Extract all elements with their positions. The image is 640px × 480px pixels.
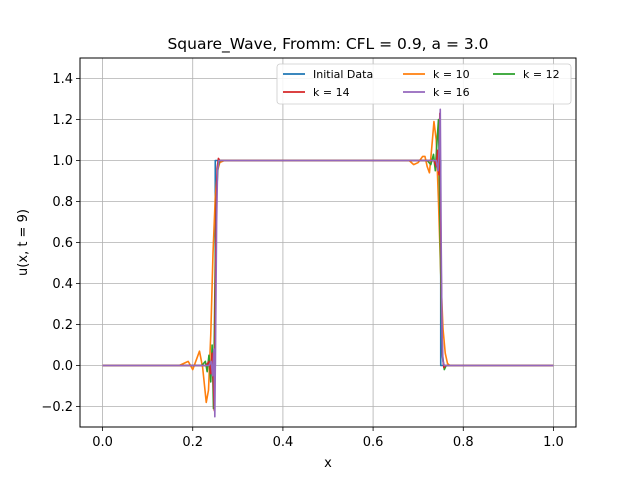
x-tick-label: 0.6: [363, 435, 384, 450]
x-tick-label: 0.4: [273, 435, 294, 450]
x-tick-label: 0.8: [453, 435, 474, 450]
legend-label: Initial Data: [313, 68, 373, 81]
y-axis-label: u(x, t = 9): [16, 209, 31, 276]
y-tick-label: 0.2: [52, 318, 73, 333]
legend: Initial Data k = 10 k = 12 k = 14 k = 16: [276, 63, 572, 105]
series-lines: [102, 108, 554, 418]
legend-label: k = 16: [433, 86, 470, 99]
x-tick-label: 1.0: [543, 435, 564, 450]
y-tick-label: 0.0: [52, 359, 73, 374]
chart-title: Square_Wave, Fromm: CFL = 0.9, a = 3.0: [167, 35, 488, 54]
y-tick-label: 0.8: [52, 195, 73, 210]
y-tick-label: 0.4: [52, 277, 73, 292]
x-tick-label: 0.2: [182, 435, 203, 450]
axis-ticks: 0.0 0.2 0.4 0.6 0.8 1.0 −0.2 0.0 0.2 0.4 0.6 0.8 1.0…: [41, 72, 563, 450]
y-tick-label: 0.6: [52, 236, 73, 251]
legend-label: k = 14: [313, 86, 350, 99]
x-tick-label: 0.0: [92, 435, 113, 450]
y-tick-label: 1.2: [52, 113, 73, 128]
y-tick-label: −0.2: [41, 400, 73, 415]
series-line-5: [102, 108, 554, 418]
y-tick-label: 1.4: [52, 72, 73, 87]
y-tick-label: 1.0: [52, 154, 73, 169]
x-axis-label: x: [324, 456, 332, 471]
legend-label: k = 10: [433, 68, 470, 81]
legend-label: k = 12: [523, 68, 560, 81]
